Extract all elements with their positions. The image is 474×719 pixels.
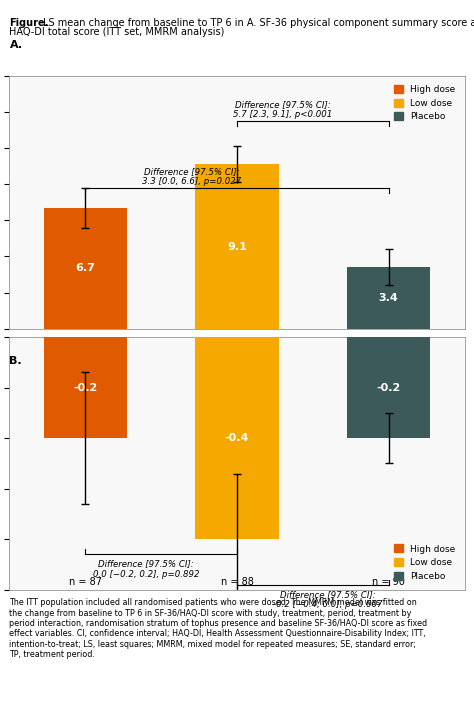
Bar	[347, 267, 430, 329]
Text: HAQ-DI total score (ITT set, MMRM analysis): HAQ-DI total score (ITT set, MMRM analys…	[9, 27, 225, 37]
Text: Difference [97.5% CI]:
5.7 [2.3, 9.1], p<0.001: Difference [97.5% CI]: 5.7 [2.3, 9.1], p…	[233, 100, 332, 119]
Text: The ITT population included all randomised patients who were dosed. The MMRM mod: The ITT population included all randomis…	[9, 598, 428, 659]
Text: -0.4: -0.4	[225, 433, 249, 443]
Text: n = 87: n = 87	[69, 577, 102, 587]
Text: -0.2: -0.2	[376, 383, 401, 393]
Legend: High dose, Low dose, Placebo: High dose, Low dose, Placebo	[390, 81, 460, 126]
Bar	[195, 337, 279, 539]
Text: Difference [97.5% CI]:
-0.2 [−0.4, 0.0], p=0.007: Difference [97.5% CI]: -0.2 [−0.4, 0.0],…	[273, 590, 383, 609]
Bar	[195, 165, 279, 329]
Text: 6.7: 6.7	[75, 263, 95, 273]
Text: A.: A.	[9, 40, 23, 50]
Text: Difference [97.5% CI]:
0.0 [−0.2, 0.2], p=0.892: Difference [97.5% CI]: 0.0 [−0.2, 0.2], …	[93, 559, 199, 579]
Text: Figure.: Figure.	[9, 18, 49, 28]
Bar	[44, 337, 127, 438]
Bar	[347, 337, 430, 438]
Legend: High dose, Low dose, Placebo: High dose, Low dose, Placebo	[390, 540, 460, 585]
Text: Difference [97.5% CI]:
3.3 [0.0, 6.6], p=0.027: Difference [97.5% CI]: 3.3 [0.0, 6.6], p…	[142, 167, 241, 186]
Text: -0.2: -0.2	[73, 383, 98, 393]
Text: n = 88: n = 88	[220, 577, 254, 587]
Text: LS mean change from baseline to TP 6 in A. SF-36 physical component summary scor: LS mean change from baseline to TP 6 in …	[43, 18, 474, 28]
Text: 3.4: 3.4	[379, 293, 399, 303]
Bar	[44, 208, 127, 329]
Text: n = 90: n = 90	[372, 577, 405, 587]
Text: 9.1: 9.1	[227, 242, 247, 252]
Text: B.: B.	[9, 356, 22, 366]
